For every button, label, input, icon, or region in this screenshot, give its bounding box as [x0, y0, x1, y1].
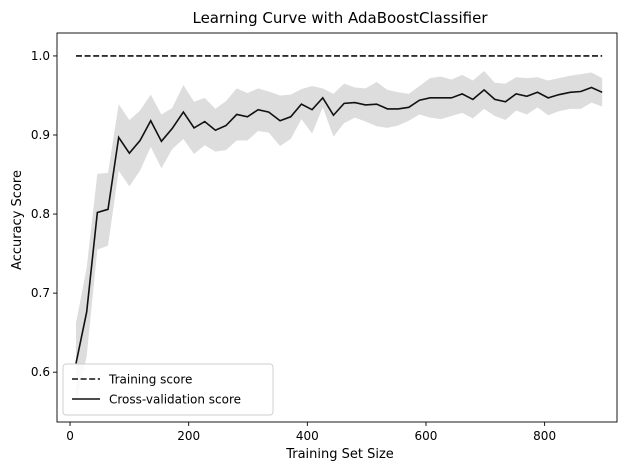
- legend-label-cross-validation: Cross-validation score: [109, 393, 241, 407]
- x-tick-label: 400: [296, 429, 319, 443]
- x-tick-label: 600: [415, 429, 438, 443]
- x-tick-label: 800: [533, 429, 556, 443]
- y-axis: 0.6 0.7 0.8 0.9 1.0: [31, 49, 57, 379]
- legend-label-training: Training score: [108, 373, 192, 387]
- legend-box: [62, 363, 274, 416]
- y-tick-label: 0.8: [31, 207, 50, 221]
- cv-std-band: [75, 70, 603, 404]
- chart-title: Learning Curve with AdaBoostClassifier: [192, 9, 488, 27]
- x-tick-label: 200: [177, 429, 200, 443]
- plot-area: [56, 32, 618, 423]
- y-tick-label: 1.0: [31, 49, 50, 63]
- plot-frame: [56, 32, 618, 423]
- legend: Training score Cross-validation score: [62, 363, 274, 416]
- y-tick-label: 0.7: [31, 286, 50, 300]
- x-axis-label: Training Set Size: [285, 447, 394, 462]
- y-tick-label: 0.9: [31, 128, 50, 142]
- y-tick-label: 0.6: [31, 365, 50, 379]
- y-axis-label: Accuracy Score: [10, 170, 25, 270]
- cross-validation-score-line: [75, 86, 603, 364]
- x-tick-label: 0: [66, 429, 74, 443]
- x-axis: 0 200 400 600 800: [66, 422, 556, 443]
